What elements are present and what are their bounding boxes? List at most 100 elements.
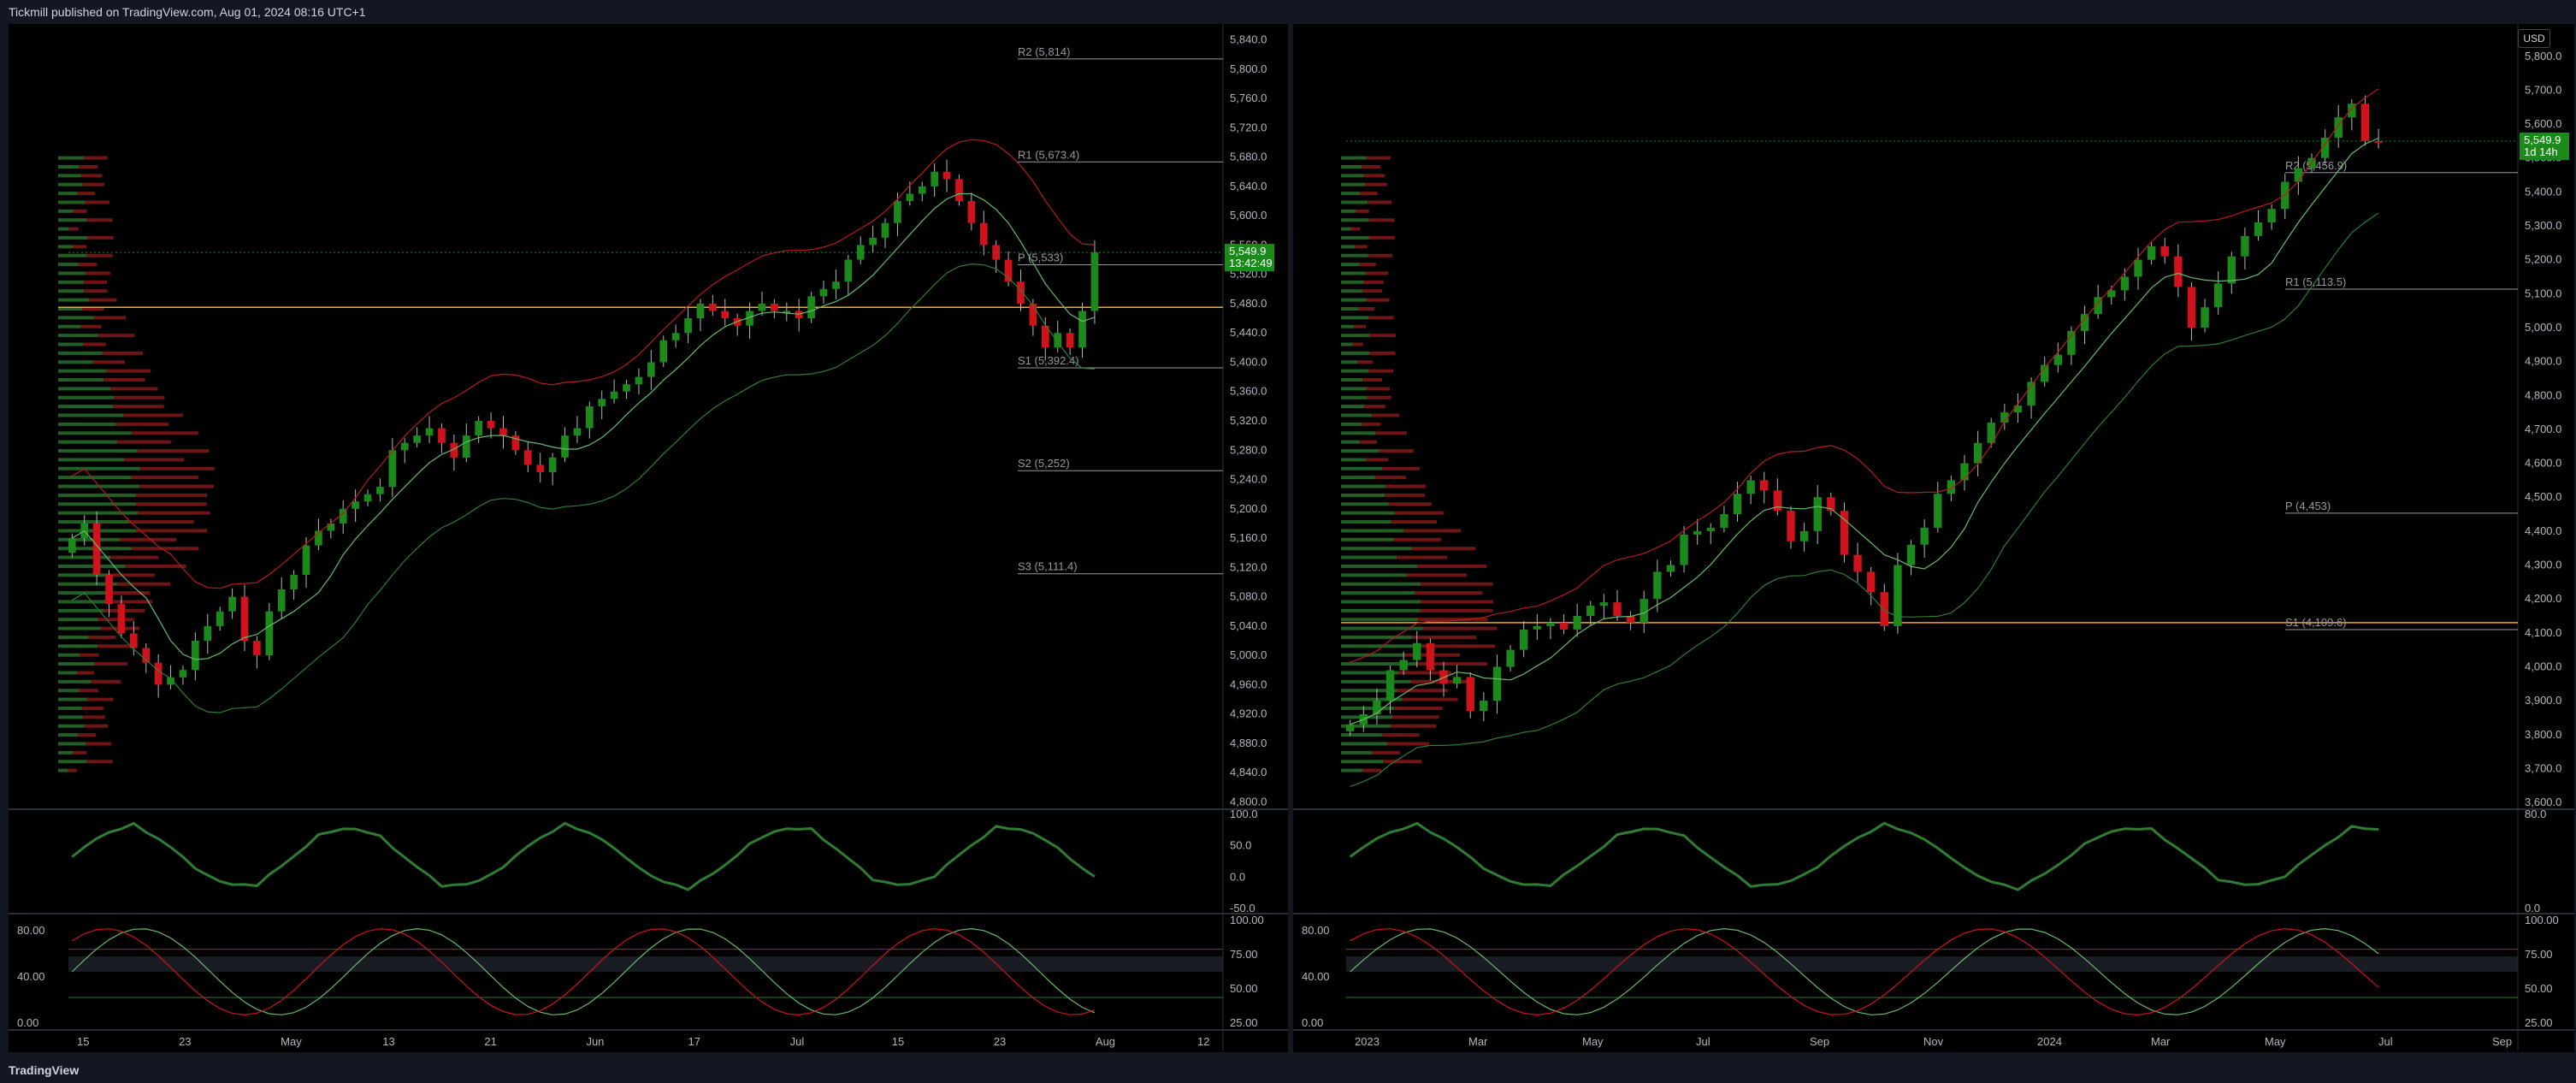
candle [771,303,778,311]
volume-profile-bar [136,529,208,533]
volume-profile-bar [1341,555,1397,559]
candle [327,523,335,531]
time-tick-label: Mar [2151,1035,2171,1048]
volume-profile-bar [58,537,121,542]
volume-profile-bar [1421,582,1493,586]
candle [2254,222,2263,236]
volume-profile-bar [97,644,134,648]
volume-profile-bar [79,164,98,169]
currency-selector[interactable]: USD [2518,29,2550,48]
candle [1894,565,1902,626]
candle [1385,670,1395,701]
volume-profile-bar [1364,405,1385,409]
volume-profile-bar [1341,547,1412,551]
volume-profile-bar [109,573,155,577]
candle [1066,333,1074,348]
volume-profile-bar [58,662,95,666]
candle [462,435,470,458]
pivot-label: S2 (5,252) [1018,457,1070,470]
right-chart[interactable]: 5,800.05,700.05,600.05,500.05,400.05,300… [1293,24,2574,1052]
volume-profile-bar [124,458,185,462]
lower-band [71,263,1095,713]
volume-profile-bar [1341,369,1369,373]
candle [438,428,446,443]
volume-profile-bar [58,724,85,728]
rsi-tick-label: 50.0 [1230,839,1251,852]
volume-profile-bar [58,591,107,595]
volume-profile-bar [1411,635,1477,639]
candle [1973,442,1982,464]
volume-profile-bar [106,369,151,373]
volume-profile-bar [1341,164,1362,169]
volume-profile-bar [1341,458,1366,462]
candle [1626,615,1635,623]
candle [1346,724,1355,731]
volume-profile-bar [139,484,215,488]
volume-profile-bar [73,245,87,249]
candle [1373,701,1381,714]
volume-profile-bar [1362,422,1381,426]
volume-profile-bar [138,511,210,515]
volume-profile-bar [1341,511,1395,515]
volume-profile-bar [58,395,115,399]
volume-profile-bar [1341,387,1367,391]
footer-bar: TradingView [0,1059,2576,1083]
candle [1760,480,1769,491]
candle [894,201,901,223]
candle [1853,554,1862,572]
stoch-left-tick-label: 40.00 [17,970,45,983]
stoch-left-tick-label: 0.00 [1302,1016,1323,1029]
volume-profile-bar [58,324,81,328]
time-tick-label: 23 [179,1035,191,1048]
candle [931,171,938,186]
candle [487,421,495,429]
volume-profile-bar [58,387,111,391]
volume-profile-bar [58,493,137,497]
candle [2013,405,2023,413]
left-chart[interactable]: 5,840.0 5,800.0 5,760.0 5,720.0 5,680.0 5,640… [9,24,1288,1052]
candle [2027,382,2035,406]
volume-profile-bar [79,653,99,657]
candle [906,193,914,202]
volume-profile-bar [1341,671,1399,675]
left-chart-panel[interactable]: 5,840.0 5,800.0 5,760.0 5,720.0 5,680.0 5,640… [9,24,1288,1052]
candle [1880,592,1888,626]
price-tick-label: 4,200.0 [2525,592,2561,605]
volume-profile-bar [1385,493,1426,497]
time-tick-label: 13 [382,1035,394,1048]
price-tick-label: 5,200.0 [1230,502,1267,515]
candle [2334,117,2343,138]
volume-profile-bar [1359,263,1376,267]
last-price-badge [2520,132,2569,160]
candle [204,625,212,641]
volume-profile-bar [86,218,113,222]
candle [1029,303,1037,326]
volume-profile-bar [1341,263,1360,267]
volume-profile-bar [1341,600,1421,604]
volume-profile-bar [1368,218,1395,222]
candle [2374,140,2383,143]
volume-profile-bar [58,440,118,444]
volume-profile-bar [1362,768,1382,772]
stoch-tick-label: 50.00 [1230,982,1258,995]
price-tick-label: 5,800.0 [2525,50,2561,62]
volume-profile-bar [1393,537,1442,542]
candle [179,670,187,678]
time-tick-label: Sep [1810,1035,1829,1048]
rsi-tick-label: 80.0 [2525,808,2546,820]
volume-profile-bar [86,235,114,240]
volume-profile-bar [1341,245,1356,249]
countdown-label: 13:42:49 [1229,257,1273,269]
volume-profile-bar [1386,742,1429,746]
candle [1960,463,1969,481]
volume-profile-bar [58,697,87,701]
candle [339,508,347,524]
price-tick-label: 4,700.0 [2525,423,2561,435]
price-tick-label: 5,040.0 [1230,619,1267,632]
right-chart-panel[interactable]: 5,800.05,700.05,600.05,500.05,400.05,300… [1293,24,2574,1052]
volume-profile-bar [1341,760,1384,764]
price-tick-label: 5,160.0 [1230,531,1267,544]
volume-profile-bar [1341,334,1370,338]
middle-band [71,192,1096,660]
price-tick-label: 3,800.0 [2525,728,2561,741]
